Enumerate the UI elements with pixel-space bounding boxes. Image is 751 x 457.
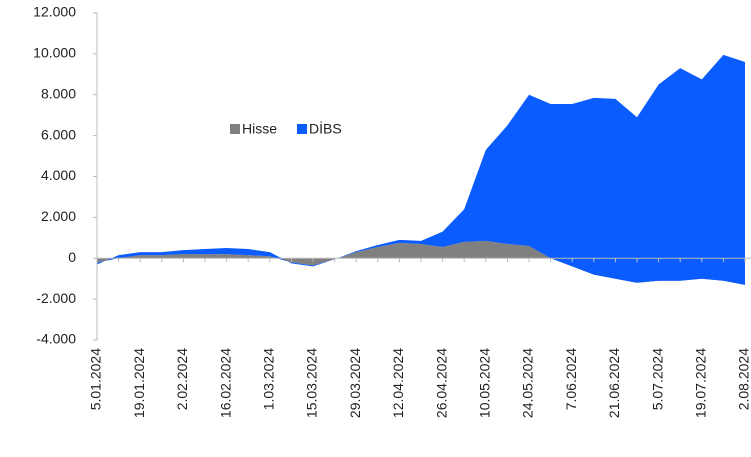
x-tick-label: 16.02.2024 [217, 348, 233, 418]
x-tick-label: 26.04.2024 [433, 348, 449, 418]
y-tick-label: 0 [68, 249, 76, 265]
y-tick-label: 10.000 [33, 45, 76, 61]
y-tick-label: 12.000 [33, 4, 76, 20]
x-tick-label: 1.03.2024 [261, 348, 277, 410]
y-tick-label: -2.000 [36, 290, 76, 306]
x-tick-label: 15.03.2024 [304, 348, 320, 418]
legend-swatch [230, 124, 240, 134]
x-tick-label: 2.02.2024 [174, 348, 190, 410]
x-tick-label: 29.03.2024 [347, 348, 363, 418]
area [97, 54, 745, 285]
y-tick-label: 4.000 [41, 167, 76, 183]
x-tick-label: 7.06.2024 [563, 348, 579, 410]
x-tick-label: 19.01.2024 [131, 348, 147, 418]
y-tick-label: 8.000 [41, 85, 76, 101]
x-tick-label: 19.07.2024 [693, 348, 709, 418]
x-tick-label: 10.05.2024 [477, 348, 493, 418]
x-tick-label: 5.07.2024 [649, 348, 665, 410]
y-tick-label: 6.000 [41, 126, 76, 142]
legend-label: Hisse [242, 121, 277, 137]
x-tick-label: 24.05.2024 [520, 348, 536, 418]
y-tick-label: 2.000 [41, 208, 76, 224]
x-tick-label: 2.08.2024 [736, 348, 751, 410]
x-tick-label: 12.04.2024 [390, 348, 406, 418]
legend-swatch [297, 124, 308, 134]
legend-label: DİBS [309, 120, 342, 137]
x-tick-label: 21.06.2024 [606, 348, 622, 418]
x-tick-label: 5.01.2024 [88, 348, 104, 410]
y-tick-label: -4.000 [36, 331, 76, 347]
